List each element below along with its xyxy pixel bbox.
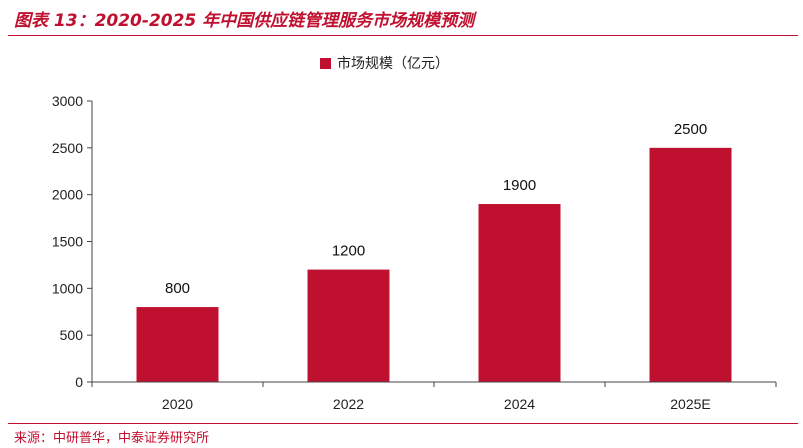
data-labels-group: 800 1200 1900 2500	[165, 121, 707, 297]
y-tick-label: 2500	[52, 140, 83, 156]
source-note: 来源：中研普华，中泰证券研究所	[14, 431, 210, 446]
x-tick-label-2020: 2020	[162, 396, 193, 412]
data-label-2022: 1200	[332, 243, 365, 260]
data-label-2020: 800	[165, 280, 190, 297]
y-tick-label: 500	[60, 327, 84, 343]
bar-2025E	[649, 147, 732, 382]
figure-title: 图表 13：2020-2025 年中国供应链管理服务市场规模预测	[14, 11, 475, 31]
bar-2022	[307, 269, 390, 382]
footer-divider	[8, 423, 798, 424]
data-label-2025E: 2500	[674, 121, 707, 138]
y-tick-label: 2000	[52, 187, 83, 203]
x-tick-label-2022: 2022	[333, 396, 364, 412]
x-tick-label-2025E: 2025E	[670, 396, 710, 412]
x-tick-label-2024: 2024	[504, 396, 535, 412]
legend-label: 市场规模（亿元）	[337, 55, 449, 72]
bar-2020	[136, 307, 219, 382]
title-divider	[8, 35, 798, 36]
data-label-2024: 1900	[503, 177, 536, 194]
bar-2024	[478, 204, 561, 382]
y-tick-label: 3000	[52, 93, 83, 109]
y-tick-label: 0	[75, 374, 83, 390]
legend-swatch	[320, 58, 331, 69]
legend: 市场规模（亿元）	[320, 55, 449, 72]
bars-group	[136, 147, 732, 382]
y-axis: 0 500 1000 1500 2000 2500 3000	[52, 93, 93, 390]
x-axis: 2020 2022 2024 2025E	[91, 381, 777, 412]
y-tick-label: 1500	[52, 234, 83, 250]
y-tick-label: 1000	[52, 280, 83, 296]
